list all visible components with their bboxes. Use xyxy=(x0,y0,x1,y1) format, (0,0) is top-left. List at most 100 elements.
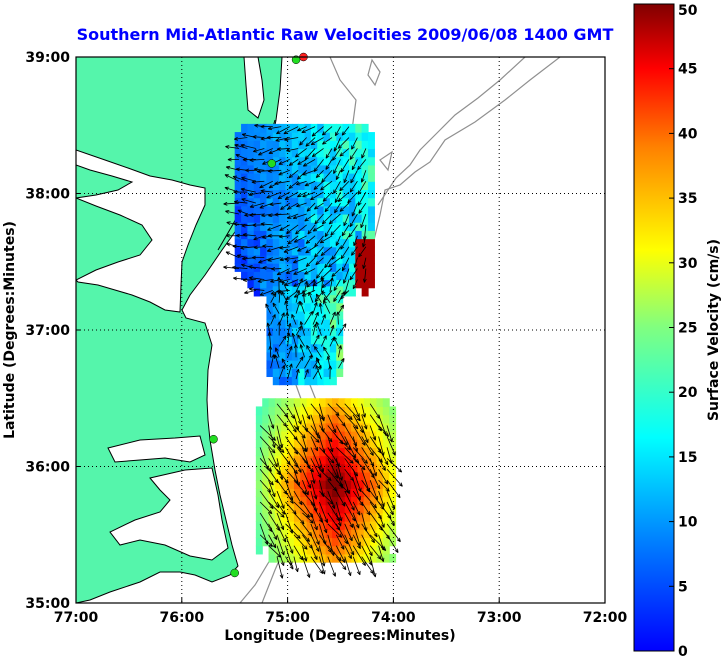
velocity-cell xyxy=(253,156,261,166)
velocity-cell xyxy=(272,132,280,141)
velocity-cell xyxy=(357,431,365,440)
velocity-cell xyxy=(370,529,378,539)
velocity-cell xyxy=(361,263,369,272)
velocity-cell xyxy=(325,488,333,498)
velocity-arrow xyxy=(302,169,316,176)
velocity-arrow xyxy=(272,302,280,314)
velocity-arrow xyxy=(293,469,301,487)
velocity-cell xyxy=(361,279,369,289)
velocity-cell xyxy=(304,302,312,312)
velocity-cell xyxy=(272,254,280,264)
velocity-cell xyxy=(325,398,333,408)
velocity-cell xyxy=(310,376,318,386)
velocity-arrow xyxy=(292,213,307,220)
velocity-cell xyxy=(317,294,325,304)
velocity-cell xyxy=(285,197,293,207)
velocity-arrow xyxy=(276,501,286,515)
velocity-cell xyxy=(241,197,248,207)
velocity-arrow xyxy=(293,268,307,275)
velocity-cell xyxy=(304,310,312,320)
velocity-cell xyxy=(317,148,325,158)
velocity-cell xyxy=(279,230,287,240)
velocity-arrow xyxy=(253,245,265,250)
velocity-cell xyxy=(291,254,299,264)
velocity-arrow xyxy=(307,224,316,235)
velocity-arrow xyxy=(260,189,273,194)
velocity-cell xyxy=(319,398,327,408)
velocity-cell xyxy=(317,279,325,289)
velocity-arrow xyxy=(259,290,273,296)
colorbar-tick-label: 40 xyxy=(678,126,698,142)
velocity-cell xyxy=(272,319,280,328)
velocity-arrow xyxy=(335,534,345,550)
velocity-cell xyxy=(234,189,242,199)
velocity-cell xyxy=(266,205,274,215)
velocity-cell xyxy=(355,181,363,191)
velocity-cell xyxy=(266,140,274,150)
velocity-cell xyxy=(262,431,270,440)
velocity-cell xyxy=(291,360,299,369)
x-tick-label: 73:00 xyxy=(477,610,522,626)
velocity-cell xyxy=(368,238,375,248)
velocity-arrow xyxy=(310,523,320,545)
velocity-arrow xyxy=(315,364,322,380)
velocity-arrow xyxy=(328,213,341,225)
velocity-cell xyxy=(298,213,306,223)
velocity-arrow xyxy=(349,213,358,228)
velocity-cell xyxy=(262,529,270,539)
velocity-arrow xyxy=(302,403,311,420)
velocity-arrow xyxy=(344,534,355,556)
velocity-cell xyxy=(306,512,314,522)
velocity-cell xyxy=(287,431,295,440)
velocity-cell xyxy=(363,439,371,448)
velocity-cell xyxy=(272,156,280,166)
velocity-arrow xyxy=(293,235,307,243)
velocity-arrow xyxy=(295,224,307,235)
x-axis-label: Longitude (Degrees:Minutes) xyxy=(224,628,455,644)
velocity-cell xyxy=(336,197,344,207)
velocity-cell xyxy=(291,148,299,158)
velocity-cell xyxy=(279,351,287,361)
velocity-cell xyxy=(344,545,352,555)
velocity-cell xyxy=(319,512,327,522)
velocity-arrow xyxy=(268,425,276,448)
velocity-cell xyxy=(342,213,350,223)
velocity-cell xyxy=(323,376,331,386)
velocity-cell xyxy=(279,319,287,328)
velocity-arrow xyxy=(386,425,393,443)
velocity-cell xyxy=(376,504,384,514)
velocity-cell xyxy=(274,471,282,481)
velocity-cell xyxy=(272,164,280,174)
colorbar-tick-label: 35 xyxy=(678,191,697,207)
velocity-cell xyxy=(241,213,248,223)
velocity-cell xyxy=(272,294,280,304)
velocity-arrow xyxy=(232,265,248,270)
velocity-arrow xyxy=(349,180,358,193)
velocity-cell xyxy=(306,471,314,481)
velocity-cell xyxy=(348,140,356,150)
velocity-cell xyxy=(323,319,331,328)
velocity-arrow xyxy=(349,268,358,281)
velocity-cell xyxy=(274,496,282,506)
velocity-cell xyxy=(368,213,375,223)
velocity-cell xyxy=(329,263,337,272)
velocity-arrow xyxy=(338,323,347,336)
velocity-arrow xyxy=(351,246,358,256)
velocity-arrow xyxy=(259,180,273,189)
velocity-arrow xyxy=(288,180,299,189)
velocity-arrow xyxy=(313,202,324,210)
velocity-cell xyxy=(368,263,375,272)
velocity-arrow xyxy=(312,311,319,325)
velocity-arrow xyxy=(343,213,350,227)
velocity-cell xyxy=(355,205,363,215)
velocity-arrow xyxy=(322,191,333,202)
velocity-arrow xyxy=(259,436,276,454)
velocity-cell xyxy=(234,254,242,264)
velocity-arrow xyxy=(333,181,341,194)
velocity-cell xyxy=(317,164,325,174)
velocity-arrow xyxy=(293,458,302,473)
velocity-cell xyxy=(363,455,371,465)
velocity-cell xyxy=(336,173,344,182)
x-axis-ticks: 77:00 76:00 75:00 74:00 73:00 72:00 xyxy=(54,598,628,626)
velocity-cell xyxy=(336,335,344,345)
